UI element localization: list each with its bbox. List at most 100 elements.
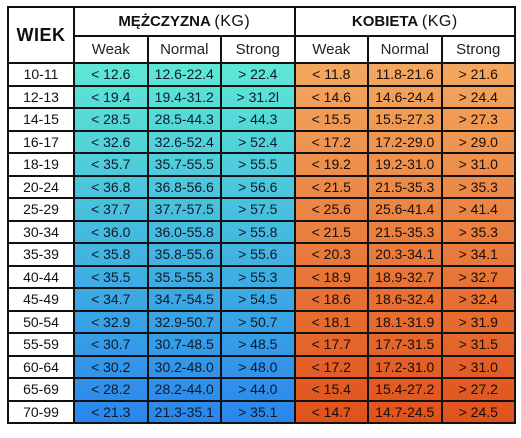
male-weak-cell: < 28.5: [73, 107, 149, 132]
table-row: 20-24 < 36.8 36.8-56.6 > 56.6 < 21.5 21.5-35.…: [7, 174, 517, 199]
male-normal-cell: 28.5-44.3: [146, 107, 222, 132]
male-normal-cell: 21.3-35.1: [146, 399, 222, 424]
male-weak-cell: < 12.6: [73, 62, 149, 87]
age-cell: 20-24: [7, 174, 75, 199]
male-group-header: MĘŻCZYZNA (KG): [73, 6, 296, 37]
female-normal-cell: 15.4-27.2: [367, 377, 443, 402]
female-normal-cell: 18.6-32.4: [367, 287, 443, 312]
female-group-header: KOBIETA (KG): [293, 6, 517, 37]
male-weak-cell: < 30.2: [73, 354, 149, 379]
male-normal-cell: 32.9-50.7: [146, 309, 222, 334]
male-strong-cell: > 48.5: [220, 332, 296, 357]
female-weak-cell: < 11.8: [293, 62, 370, 87]
male-weak-cell: < 35.7: [73, 152, 149, 177]
male-strong-cell: > 48.0: [220, 354, 296, 379]
table-row: 70-99 < 21.3 21.3-35.1 > 35.1 < 14.7 14.7-24.…: [7, 399, 517, 424]
female-normal-cell: 19.2-31.0: [367, 152, 443, 177]
female-normal-cell: 17.2-31.0: [367, 354, 443, 379]
male-normal-cell: 35.7-55.5: [146, 152, 222, 177]
table-row: 12-13 < 19.4 19.4-31.2 > 31.2l < 14.6 14.6-24…: [7, 84, 517, 109]
male-strong-header: Strong: [220, 35, 296, 64]
age-cell: 16-17: [7, 129, 75, 154]
female-strong-cell: > 31.5: [440, 332, 517, 357]
age-cell: 12-13: [7, 84, 75, 109]
female-weak-cell: < 19.2: [293, 152, 370, 177]
table-row: 60-64 < 30.2 30.2-48.0 > 48.0 < 17.2 17.2-31.…: [7, 354, 517, 379]
male-weak-cell: < 30.7: [73, 332, 149, 357]
male-weak-cell: < 36.0: [73, 219, 149, 244]
female-strong-cell: > 35.3: [440, 174, 517, 199]
female-weak-cell: < 21.5: [293, 219, 370, 244]
table-row: 14-15 < 28.5 28.5-44.3 > 44.3 < 15.5 15.5-27.…: [7, 107, 517, 132]
female-weak-cell: < 17.2: [293, 354, 370, 379]
female-normal-cell: 17.2-29.0: [367, 129, 443, 154]
grip-strength-table: WIEK MĘŻCZYZNA (KG) KOBIETA (KG) Weak No…: [7, 6, 517, 424]
male-unit: (KG): [214, 12, 251, 30]
female-strong-cell: > 41.4: [440, 197, 517, 222]
female-strong-cell: > 31.9: [440, 309, 517, 334]
age-cell: 70-99: [7, 399, 75, 424]
age-header: WIEK: [7, 6, 75, 64]
age-cell: 60-64: [7, 354, 75, 379]
table-row: 35-39 < 35.8 35.8-55.6 > 55.6 < 20.3 20.3-34.…: [7, 242, 517, 267]
age-cell: 55-59: [7, 332, 75, 357]
female-normal-cell: 14.6-24.4: [367, 84, 443, 109]
female-weak-cell: < 14.7: [293, 399, 370, 424]
female-normal-cell: 15.5-27.3: [367, 107, 443, 132]
male-normal-cell: 32.6-52.4: [146, 129, 222, 154]
male-normal-cell: 35.5-55.3: [146, 264, 222, 289]
female-normal-cell: 14.7-24.5: [367, 399, 443, 424]
male-strong-cell: > 35.1: [220, 399, 296, 424]
male-strong-cell: > 52.4: [220, 129, 296, 154]
male-weak-cell: < 37.7: [73, 197, 149, 222]
male-normal-cell: 19.4-31.2: [146, 84, 222, 109]
male-weak-cell: < 21.3: [73, 399, 149, 424]
female-weak-cell: < 17.2: [293, 129, 370, 154]
female-weak-cell: < 14.6: [293, 84, 370, 109]
male-strong-cell: > 50.7: [220, 309, 296, 334]
table-row: 18-19 < 35.7 35.7-55.5 > 55.5 < 19.2 19.2-31.…: [7, 152, 517, 177]
age-cell: 65-69: [7, 377, 75, 402]
male-strong-cell: > 22.4: [220, 62, 296, 87]
male-normal-header: Normal: [146, 35, 222, 64]
age-cell: 14-15: [7, 107, 75, 132]
female-strong-cell: > 34.1: [440, 242, 517, 267]
age-cell: 35-39: [7, 242, 75, 267]
female-strong-header: Strong: [440, 35, 517, 64]
header-row-columns: Weak Normal Strong Weak Normal Strong: [8, 35, 517, 64]
female-label: KOBIETA: [351, 12, 418, 30]
female-strong-cell: > 29.0: [440, 129, 517, 154]
female-weak-cell: < 18.1: [293, 309, 370, 334]
male-normal-cell: 37.7-57.5: [146, 197, 222, 222]
female-weak-cell: < 15.4: [293, 377, 370, 402]
header-row-groups: WIEK MĘŻCZYZNA (KG) KOBIETA (KG): [7, 6, 517, 64]
female-normal-cell: 25.6-41.4: [367, 197, 443, 222]
male-strong-cell: > 55.5: [220, 152, 296, 177]
female-normal-cell: 20.3-34.1: [367, 242, 443, 267]
male-strong-cell: > 44.3: [220, 107, 296, 132]
female-weak-cell: < 20.3: [293, 242, 370, 267]
male-normal-cell: 30.7-48.5: [146, 332, 222, 357]
male-weak-cell: < 34.7: [73, 287, 149, 312]
female-strong-cell: > 31.0: [440, 354, 517, 379]
table-row: 30-34 < 36.0 36.0-55.8 > 55.8 < 21.5 21.5-35.…: [7, 219, 517, 244]
male-weak-cell: < 19.4: [73, 84, 149, 109]
table-row: 10-11 < 12.6 12.6-22.4 > 22.4 < 11.8 11.8-21.…: [7, 62, 517, 87]
male-weak-cell: < 28.2: [73, 377, 149, 402]
table-row: 40-44 < 35.5 35.5-55.3 > 55.3 < 18.9 18.9-32.…: [7, 264, 517, 289]
female-normal-cell: 21.5-35.3: [367, 174, 443, 199]
male-weak-header: Weak: [73, 35, 149, 64]
female-weak-cell: < 18.6: [293, 287, 370, 312]
female-normal-cell: 18.1-31.9: [367, 309, 443, 334]
male-weak-cell: < 35.8: [73, 242, 149, 267]
female-weak-cell: < 17.7: [293, 332, 370, 357]
male-strong-cell: > 55.3: [220, 264, 296, 289]
male-normal-cell: 12.6-22.4: [146, 62, 222, 87]
female-normal-cell: 17.7-31.5: [367, 332, 443, 357]
female-normal-cell: 11.8-21.6: [367, 62, 443, 87]
male-normal-cell: 35.8-55.6: [146, 242, 222, 267]
male-normal-cell: 34.7-54.5: [146, 287, 222, 312]
male-weak-cell: < 32.9: [73, 309, 149, 334]
female-strong-cell: > 24.4: [440, 84, 517, 109]
table-row: 55-59 < 30.7 30.7-48.5 > 48.5 < 17.7 17.7-31.…: [7, 332, 517, 357]
